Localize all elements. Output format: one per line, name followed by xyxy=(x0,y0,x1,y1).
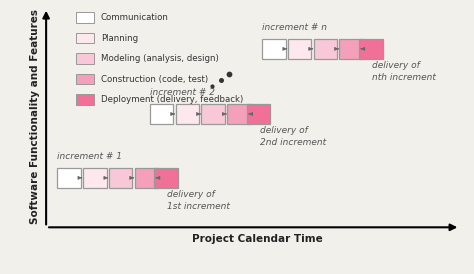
Text: increment # n: increment # n xyxy=(262,23,327,32)
Text: increment # 2: increment # 2 xyxy=(150,88,215,97)
Text: Modeling (analysis, design): Modeling (analysis, design) xyxy=(101,54,219,63)
Bar xyxy=(313,39,337,59)
Bar xyxy=(76,74,94,84)
Bar xyxy=(359,39,383,59)
Bar xyxy=(150,104,173,124)
Bar xyxy=(288,39,311,59)
Text: increment # 1: increment # 1 xyxy=(57,152,122,161)
Text: Planning: Planning xyxy=(101,33,138,42)
Text: Construction (code, test): Construction (code, test) xyxy=(101,75,208,84)
Bar xyxy=(175,104,199,124)
Bar xyxy=(339,39,363,59)
Text: delivery of
2nd increment: delivery of 2nd increment xyxy=(260,126,326,147)
Text: Software Functionality and Features: Software Functionality and Features xyxy=(30,9,40,224)
Bar xyxy=(135,168,158,188)
Bar xyxy=(83,168,107,188)
Bar xyxy=(246,104,270,124)
Bar xyxy=(76,95,94,105)
Text: delivery of
nth increment: delivery of nth increment xyxy=(372,61,436,82)
Text: delivery of
1st increment: delivery of 1st increment xyxy=(167,190,230,211)
Bar xyxy=(76,13,94,22)
Text: Deployment (delivery, feedback): Deployment (delivery, feedback) xyxy=(101,95,243,104)
Bar xyxy=(76,33,94,43)
Text: Communication: Communication xyxy=(101,13,169,22)
Bar xyxy=(227,104,251,124)
Bar xyxy=(262,39,285,59)
Bar xyxy=(201,104,225,124)
Bar xyxy=(57,168,81,188)
Text: Project Calendar Time: Project Calendar Time xyxy=(192,234,323,244)
Bar xyxy=(109,168,132,188)
Bar xyxy=(76,53,94,64)
Bar xyxy=(154,168,178,188)
